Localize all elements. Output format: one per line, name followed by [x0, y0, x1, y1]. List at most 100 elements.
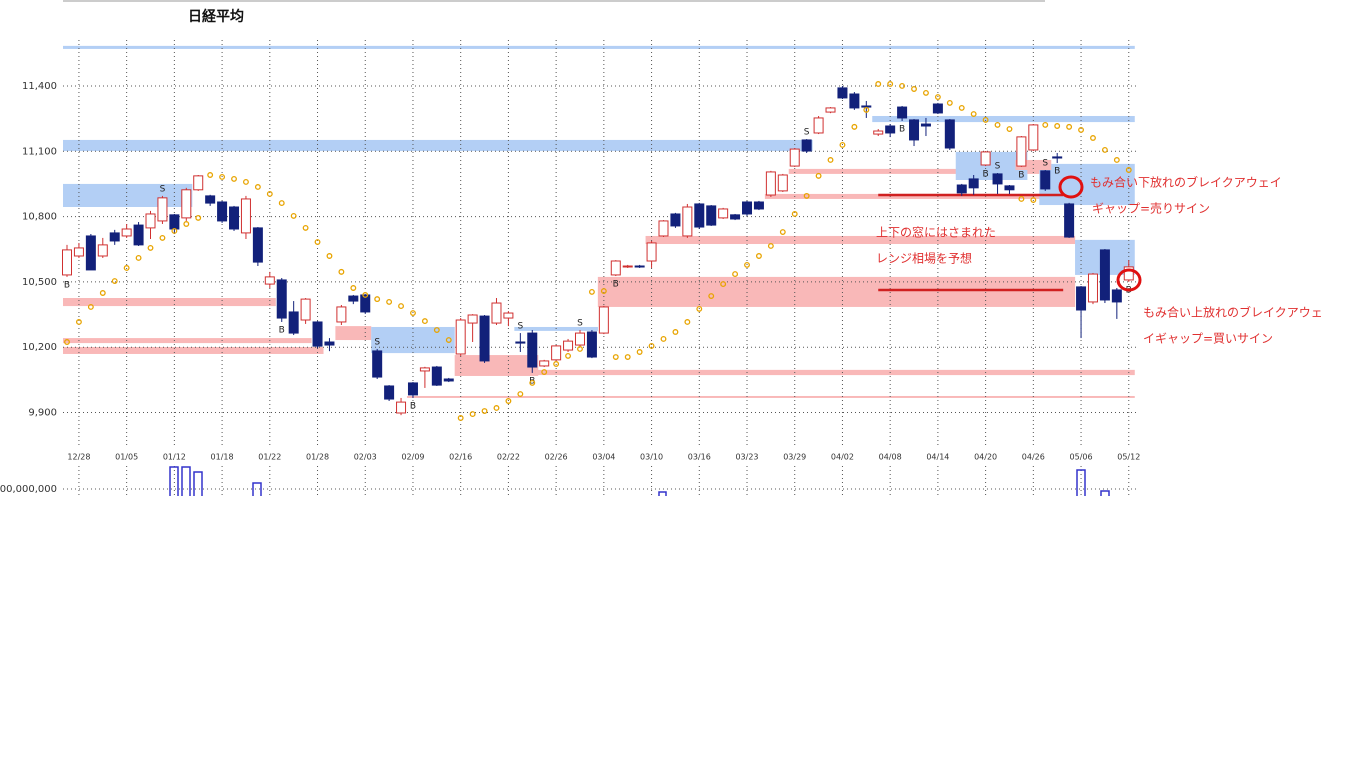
zone [454, 355, 539, 376]
sar-dot [457, 415, 464, 421]
sar-dot [1113, 157, 1120, 163]
zone [645, 235, 1076, 245]
sar-dot [266, 190, 273, 197]
x-tick-label: 02/09 [401, 453, 424, 462]
candle-body [503, 312, 514, 319]
sar-dot [1066, 123, 1073, 130]
sar-dot [970, 111, 977, 117]
candle-body [670, 213, 681, 227]
signal: S [577, 319, 583, 329]
candle-body [873, 130, 884, 135]
candle-body [169, 214, 180, 230]
candle-body [157, 197, 168, 222]
sar-dot [1054, 123, 1061, 129]
candle-body [1087, 273, 1098, 303]
signal: B [410, 401, 416, 411]
sar-dot [636, 349, 643, 355]
sar-dot [242, 179, 249, 185]
sar-dot [278, 200, 285, 207]
sar-dot [469, 411, 476, 418]
sar-dot [720, 281, 727, 288]
x-tick-label: 01/12 [163, 453, 186, 462]
sar-dot [732, 271, 739, 278]
annotation: ギャップ=売りサイン [1092, 201, 1210, 216]
sar-dot [815, 172, 822, 179]
sar-dot [183, 221, 190, 227]
x-tick-label: 05/12 [1117, 453, 1140, 462]
sar-dot [123, 265, 130, 271]
candle-body [336, 306, 347, 323]
candle-body [276, 279, 287, 319]
candle-body [849, 93, 860, 109]
x-tick-label: 04/08 [879, 453, 902, 462]
candle-body [300, 298, 311, 321]
sar-dot [696, 305, 703, 312]
sar-dot [421, 318, 428, 325]
x-tick-label: 02/16 [449, 453, 472, 462]
grid: 9,900 10,200 10,500 10,800 11,100 11,400 12/28… [22, 40, 1140, 496]
sar-dot [887, 81, 894, 87]
annotation: レンジ相場を予想 [876, 251, 972, 266]
sar-dot [899, 82, 906, 89]
candle-body [264, 276, 275, 285]
zone [597, 276, 1076, 307]
candle-body [515, 341, 526, 344]
x-tick-label: 04/14 [926, 453, 949, 462]
candle-body [563, 340, 574, 351]
sar-dot [362, 292, 369, 298]
sar-dot [1078, 126, 1084, 133]
sar-dot [624, 354, 631, 360]
candle-body [1076, 286, 1087, 311]
signal: B [983, 170, 989, 180]
sar-dot [314, 239, 321, 246]
sar-dot [290, 212, 297, 219]
candle-body [622, 265, 633, 268]
sar-dot [231, 175, 237, 182]
candle-body [682, 206, 693, 237]
candle-body [252, 227, 263, 263]
sar-dot [803, 192, 810, 199]
candle-body [730, 214, 741, 220]
x-tick-label: 03/29 [783, 453, 806, 462]
candle-body [956, 184, 967, 194]
candle-body [980, 151, 991, 166]
sar-dot [612, 354, 619, 360]
candle-body [658, 220, 669, 237]
sar-dot [911, 86, 917, 92]
candle-body [932, 103, 943, 114]
candle-body [396, 401, 407, 414]
volume-clip [0, 496, 1366, 768]
sar-dot [946, 99, 953, 106]
sar-dot [75, 319, 82, 325]
highlight-circle [1116, 268, 1142, 292]
volume-bar [181, 466, 191, 498]
volume-area: 00,000,000 [0, 466, 1366, 768]
sar-dot [1125, 167, 1132, 173]
sar-dot [982, 116, 989, 123]
candle-body [384, 385, 395, 400]
zone [335, 326, 372, 341]
x-tick-label: 04/26 [1022, 453, 1045, 462]
candle-body [610, 260, 621, 276]
zone [1039, 163, 1135, 206]
sar-dot [386, 298, 393, 305]
sar-dot [445, 337, 452, 343]
signal: S [1042, 158, 1048, 168]
x-tick-label: 03/04 [592, 453, 615, 462]
sar-dot [684, 319, 691, 325]
volume-bar [252, 482, 262, 498]
zone [872, 115, 1135, 123]
candle-body [109, 232, 120, 242]
signal: S [804, 128, 810, 138]
candle-body [753, 201, 764, 210]
candle-body [885, 125, 896, 134]
annotation: もみ合い上放れのブレイクアウェ [1143, 305, 1323, 320]
zones [63, 45, 1135, 398]
candle-body [181, 189, 192, 219]
candle-body [634, 265, 645, 268]
signal: B [613, 280, 619, 290]
candle-body [372, 350, 383, 378]
candle-body [73, 247, 84, 257]
